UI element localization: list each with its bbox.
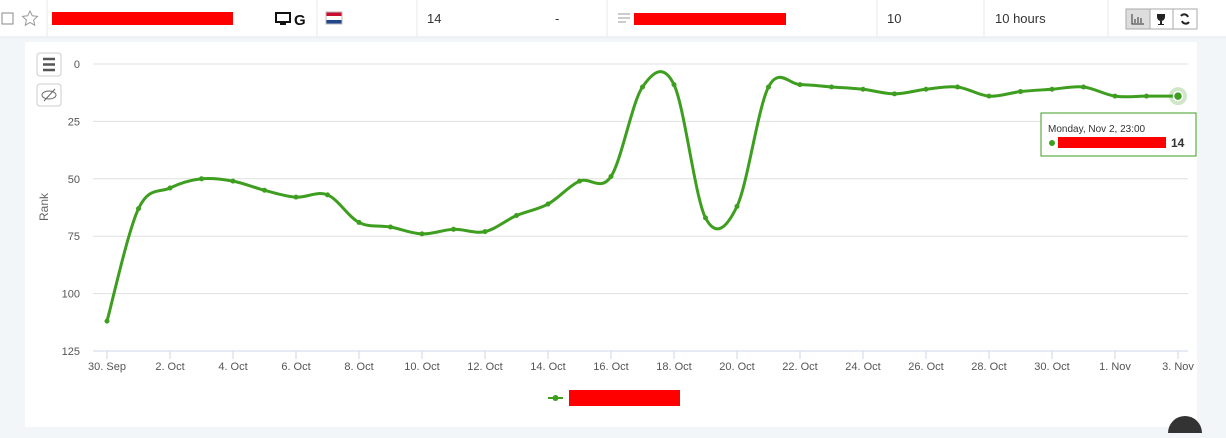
- point: [860, 86, 866, 92]
- y-axis-title: Rank: [37, 192, 51, 221]
- point: [293, 194, 299, 200]
- age: 10 hours: [995, 11, 1046, 26]
- checkbox[interactable]: [1, 12, 14, 25]
- tooltip-dot: [1049, 140, 1055, 146]
- x-tick-label: 18. Oct: [656, 361, 691, 373]
- point: [262, 187, 267, 193]
- refresh-button[interactable]: [1172, 8, 1198, 30]
- x-tick-label: 3. Nov: [1162, 361, 1194, 373]
- point: [136, 206, 141, 212]
- point: [1112, 93, 1118, 99]
- point: [1081, 84, 1086, 90]
- point: [545, 201, 551, 207]
- device-icon: [275, 12, 291, 25]
- position: 14: [427, 11, 441, 26]
- tooltip-title: Monday, Nov 2, 23:00: [1048, 124, 1146, 135]
- y-tick-label: 25: [68, 116, 80, 128]
- x-tick-label: 10. Oct: [404, 361, 439, 373]
- point: [986, 93, 992, 99]
- redacted: [634, 13, 786, 25]
- x-tick-label: 2. Oct: [155, 361, 184, 373]
- legend[interactable]: [548, 390, 680, 406]
- button-group[interactable]: [1125, 8, 1198, 30]
- chart-panel: [25, 42, 1197, 427]
- point: [892, 91, 897, 97]
- point: [167, 185, 173, 191]
- star-icon[interactable]: [21, 9, 39, 27]
- point: [923, 86, 929, 92]
- lines-icon: [618, 13, 630, 23]
- redacted: [1058, 137, 1166, 148]
- point: [1049, 86, 1055, 92]
- flag-icon: [325, 11, 343, 25]
- best: 10: [887, 11, 901, 26]
- y-tick-label: 0: [74, 59, 80, 71]
- point: [388, 224, 393, 230]
- point: [1018, 89, 1023, 95]
- y-tick-label: 50: [68, 174, 80, 186]
- change: -: [555, 11, 559, 26]
- menu-button[interactable]: [36, 52, 62, 77]
- x-tick-label: 22. Oct: [782, 361, 817, 373]
- point: [734, 203, 740, 209]
- x-tick-label: 20. Oct: [719, 361, 754, 373]
- y-tick-label: 125: [62, 346, 80, 358]
- point: [577, 178, 582, 184]
- point-hover: [1172, 90, 1184, 102]
- x-tick-label: 30. Oct: [1034, 361, 1069, 373]
- point: [829, 84, 834, 90]
- column-separators: [46, 0, 1109, 37]
- point: [608, 174, 614, 180]
- x-tick-label: 6. Oct: [281, 361, 310, 373]
- point: [230, 178, 236, 184]
- x-tick-label: 8. Oct: [344, 361, 373, 373]
- point: [766, 84, 771, 90]
- x-tick-label: 4. Oct: [218, 361, 247, 373]
- x-tick-label: 26. Oct: [908, 361, 943, 373]
- point: [797, 82, 803, 88]
- x-tick-label: 30. Sep: [88, 361, 126, 373]
- point: [199, 176, 204, 182]
- x-tick-label: 28. Oct: [971, 361, 1006, 373]
- point: [104, 318, 110, 324]
- tooltip-value: 14: [1171, 136, 1185, 150]
- tooltip-box: [1040, 112, 1197, 157]
- point: [482, 229, 488, 235]
- point: [514, 213, 519, 219]
- x-tick-label: 12. Oct: [467, 361, 502, 373]
- point: [640, 84, 645, 90]
- x-tick-label: 14. Oct: [530, 361, 565, 373]
- point: [356, 219, 362, 225]
- point: [955, 84, 960, 90]
- engine-icon: G: [294, 12, 306, 29]
- point: [325, 192, 330, 198]
- point: [1144, 93, 1149, 99]
- y-tick-label: 100: [62, 289, 80, 301]
- point: [703, 215, 708, 221]
- point: [451, 226, 456, 232]
- point: [671, 82, 677, 88]
- redacted: [52, 12, 233, 25]
- tooltip: Monday, Nov 2, 23:00 14: [1040, 112, 1197, 157]
- x-tick-label: 16. Oct: [593, 361, 628, 373]
- point: [419, 231, 425, 237]
- x-tick-label: 1. Nov: [1099, 361, 1131, 373]
- x-tick-label: 24. Oct: [845, 361, 880, 373]
- y-tick-label: 75: [68, 231, 80, 243]
- toggle-button[interactable]: [36, 83, 62, 107]
